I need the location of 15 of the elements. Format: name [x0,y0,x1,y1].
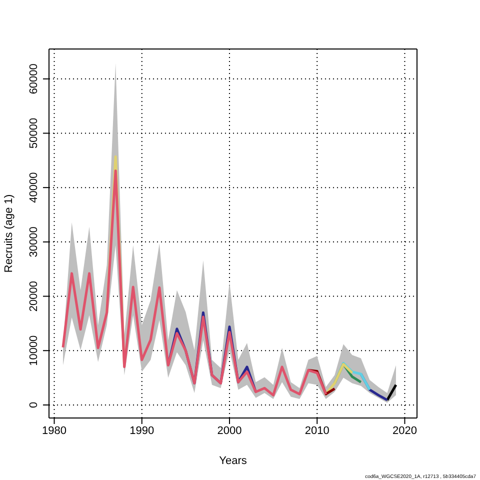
y-tick-label: 0 [28,402,40,408]
y-tick-label: 50000 [28,118,40,149]
y-tick-label: 40000 [28,172,40,203]
y-tick-label: 30000 [28,226,40,258]
x-axis-title: Years [219,455,248,467]
x-tick-label: 2010 [304,424,330,437]
x-tick-label: 1990 [130,424,154,437]
x-tick-label: 2000 [217,424,242,437]
y-axis-title: Recruits (age 1) [2,194,15,273]
y-tick-label: 10000 [28,335,40,366]
y-tick-label: 20000 [28,280,40,312]
line-series [62,169,328,396]
y-tick-label: 60000 [28,64,40,94]
x-tick-label: 2020 [392,424,417,437]
x-tick-label: 1980 [42,424,66,437]
